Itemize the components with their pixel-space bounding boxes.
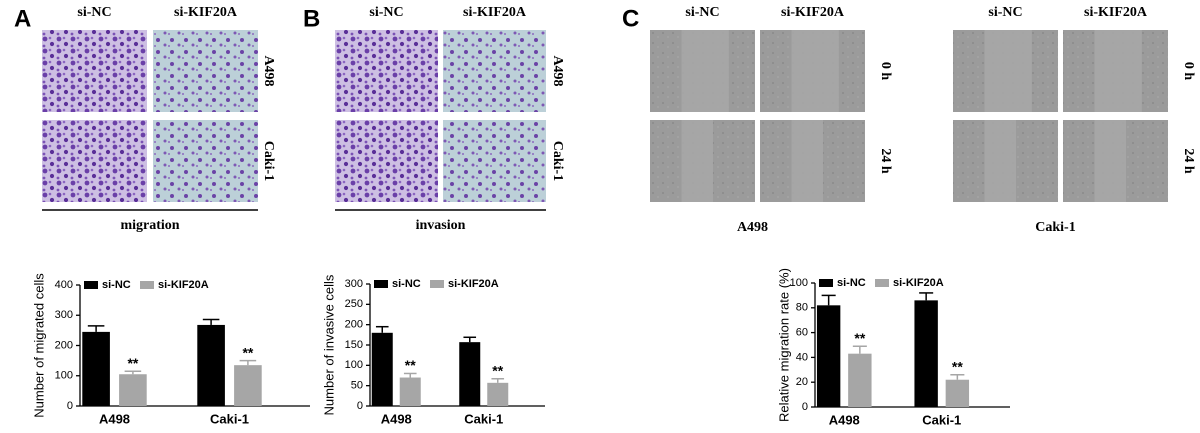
wound-area (791, 30, 839, 112)
micrograph (443, 30, 546, 112)
legend-label: si-NC (392, 278, 421, 290)
row-label: A498 (261, 55, 276, 86)
legend-label: si-KIF20A (448, 278, 499, 290)
panel-caption: Caki-1 (1035, 220, 1075, 235)
y-tick-label: 0 (67, 400, 73, 412)
legend-swatch (374, 280, 388, 288)
y-tick-label: 100 (55, 370, 73, 382)
row-label: A498 (550, 55, 565, 86)
column-header: si-NC (369, 5, 403, 20)
bar (82, 331, 110, 406)
row-label: Caki-1 (261, 141, 276, 181)
y-tick-label: 60 (796, 327, 808, 339)
column-header: si-KIF20A (1084, 5, 1148, 20)
x-tick-label: Caki-1 (210, 411, 249, 426)
column-header: si-NC (988, 5, 1022, 20)
y-tick-label: 0 (802, 401, 808, 413)
legend-swatch (430, 280, 444, 288)
y-axis-label: Relative migration rate (%) (776, 268, 791, 422)
panel-caption: migration (120, 218, 179, 233)
row-label: 24 h (878, 148, 893, 174)
bar (487, 382, 509, 406)
wound-area (1094, 30, 1142, 112)
wound-area (984, 120, 1016, 202)
significance: ** (242, 344, 253, 360)
legend-label: si-NC (102, 279, 131, 291)
y-tick-label: 150 (345, 339, 363, 351)
wound-area (984, 30, 1032, 112)
wound-area (1094, 120, 1126, 202)
significance: ** (405, 357, 416, 373)
x-tick-label: A498 (381, 411, 412, 426)
legend-swatch (875, 279, 889, 287)
y-tick-label: 40 (796, 351, 808, 363)
y-tick-label: 50 (351, 380, 363, 392)
legend-label: si-NC (837, 277, 866, 289)
legend-swatch (84, 281, 98, 289)
bar (816, 305, 841, 407)
panel-letter: B (303, 5, 320, 32)
y-tick-label: 0 (357, 400, 363, 412)
bar (119, 374, 147, 406)
micrograph (443, 120, 546, 202)
y-tick-label: 400 (55, 279, 73, 291)
micrograph (42, 30, 147, 112)
x-tick-label: A498 (99, 411, 130, 426)
wound-area (791, 120, 823, 202)
column-header: si-KIF20A (463, 5, 527, 20)
y-axis-label: Number of invasive cells (321, 274, 336, 415)
row-label: Caki-1 (550, 141, 565, 181)
bar (848, 353, 872, 407)
panel-caption: invasion (416, 218, 466, 233)
bar (371, 332, 393, 406)
y-tick-label: 80 (796, 302, 808, 314)
bar (459, 342, 481, 406)
x-tick-label: Caki-1 (922, 412, 961, 427)
micrograph (153, 120, 258, 202)
micrograph (335, 30, 438, 112)
legend-swatch (819, 279, 833, 287)
bar (914, 300, 938, 407)
panel-letter: C (622, 5, 639, 32)
y-tick-label: 100 (345, 359, 363, 371)
significance: ** (952, 358, 963, 374)
bar (399, 377, 421, 406)
significance: ** (127, 355, 138, 371)
legend-label: si-KIF20A (893, 277, 944, 289)
row-label: 0 h (878, 62, 893, 81)
y-tick-label: 200 (345, 319, 363, 331)
bar (234, 365, 262, 406)
significance: ** (854, 330, 865, 346)
legend-label: si-KIF20A (158, 279, 209, 291)
row-label: 0 h (1181, 62, 1196, 81)
bar (945, 379, 970, 407)
panel-caption: A498 (737, 220, 768, 235)
y-tick-label: 200 (55, 339, 73, 351)
wound-area (681, 30, 729, 112)
y-tick-label: 20 (796, 376, 808, 388)
bar (197, 324, 225, 406)
y-tick-label: 300 (55, 309, 73, 321)
x-tick-label: Caki-1 (464, 411, 503, 426)
micrograph (42, 120, 147, 202)
micrograph (153, 30, 258, 112)
significance: ** (492, 362, 503, 378)
wound-area (681, 120, 713, 202)
y-tick-label: 300 (345, 278, 363, 290)
column-header: si-KIF20A (174, 5, 238, 20)
column-header: si-NC (685, 5, 719, 20)
y-tick-label: 250 (345, 298, 363, 310)
column-header: si-KIF20A (781, 5, 845, 20)
legend-swatch (140, 281, 154, 289)
y-tick-label: 100 (790, 277, 808, 289)
row-label: 24 h (1181, 148, 1196, 174)
x-tick-label: A498 (829, 412, 860, 427)
column-header: si-NC (77, 5, 111, 20)
micrograph (335, 120, 438, 202)
y-axis-label: Number of migrated cells (31, 273, 46, 418)
panel-letter: A (14, 5, 31, 32)
